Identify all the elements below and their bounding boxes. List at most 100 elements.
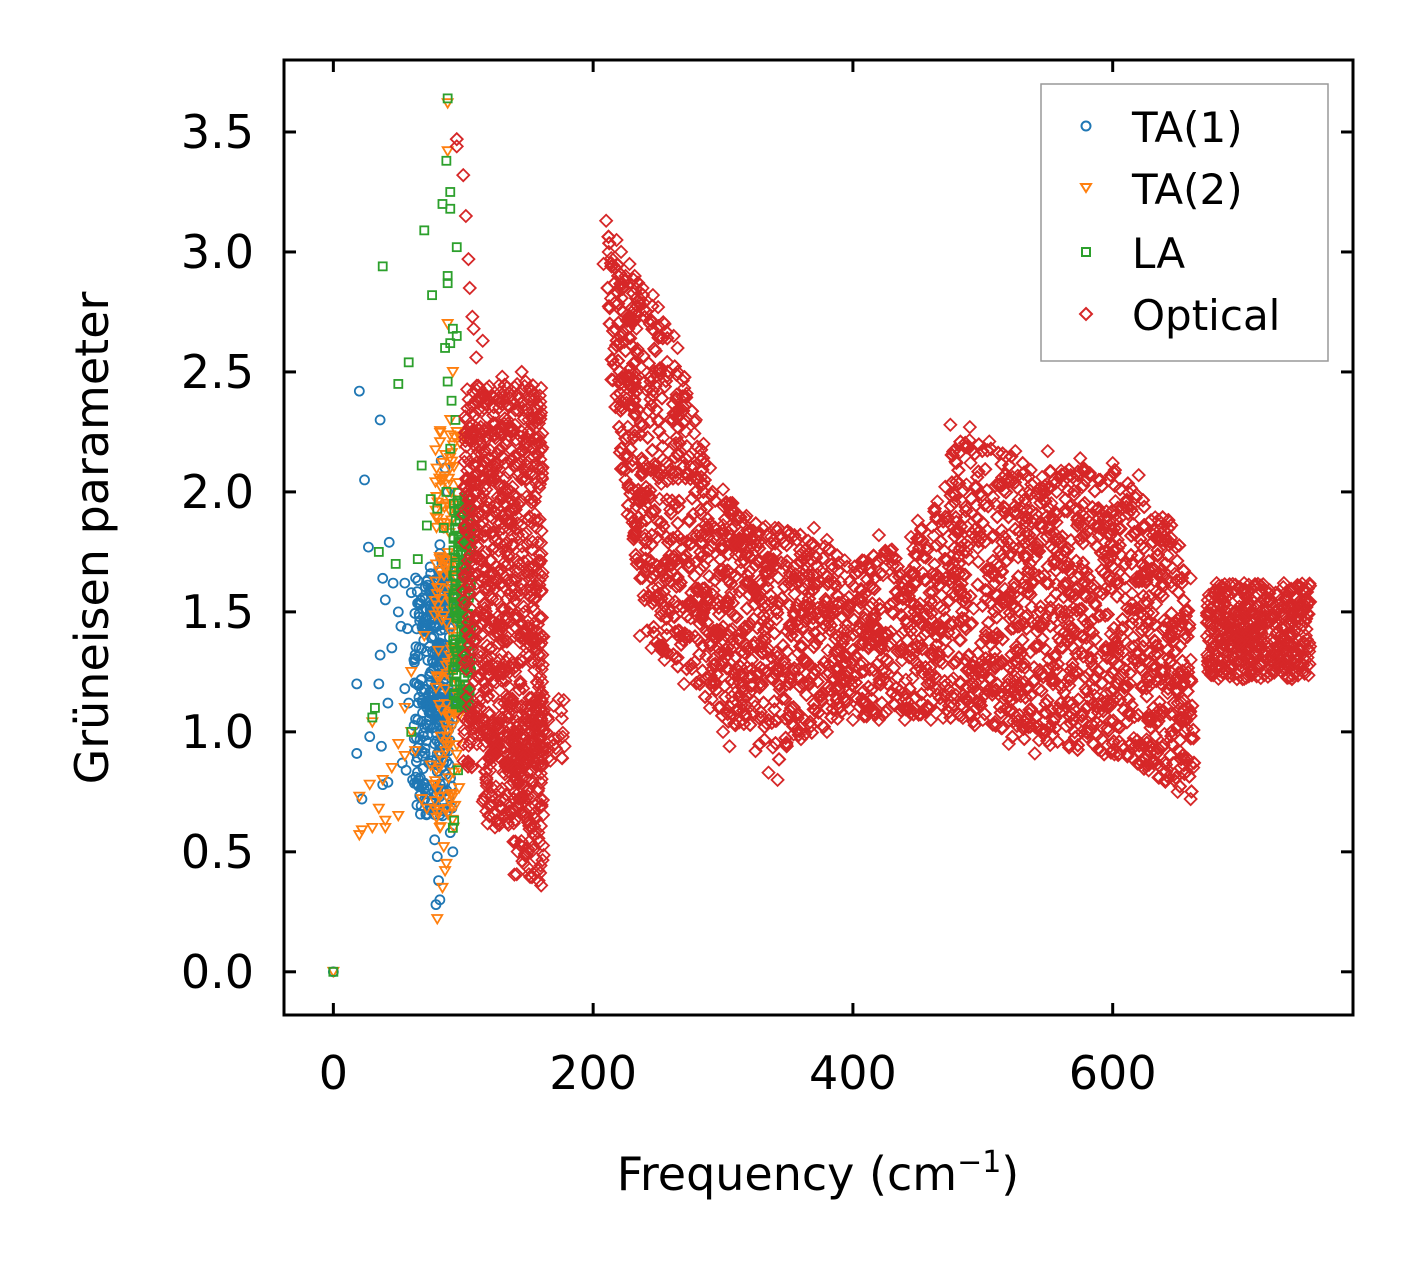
point-ta2: [438, 471, 452, 483]
point-ta1: [374, 414, 386, 426]
point-optical: [513, 676, 528, 692]
point-la: [419, 225, 430, 236]
point-optical: [462, 637, 478, 653]
point-optical: [514, 493, 529, 508]
point-ta1: [421, 702, 433, 714]
point-ta1: [414, 615, 426, 627]
point-ta1: [428, 721, 440, 733]
point-ta2: [433, 437, 447, 449]
point-ta1: [422, 729, 434, 741]
point-ta2: [363, 779, 377, 791]
point-ta1: [351, 678, 363, 690]
point-la: [445, 443, 456, 454]
point-ta1: [386, 642, 398, 654]
point-ta1: [351, 748, 363, 759]
point-ta2: [429, 559, 443, 571]
point-la: [440, 343, 450, 353]
point-ta1: [417, 750, 429, 762]
point-ta2: [430, 463, 444, 475]
point-ta2: [430, 671, 444, 683]
point-la: [432, 503, 443, 514]
point-ta2: [420, 803, 434, 815]
point-la: [453, 765, 463, 776]
point-ta1: [410, 732, 422, 744]
point-ta2: [443, 415, 457, 427]
point-ta2: [433, 762, 447, 774]
point-ta1: [383, 536, 395, 548]
point-ta2: [428, 477, 443, 489]
point-la: [441, 487, 452, 497]
point-ta1: [425, 676, 437, 688]
point-ta2: [445, 722, 459, 734]
point-optical: [771, 752, 787, 767]
point-ta2: [385, 762, 399, 775]
point-ta2: [441, 98, 455, 110]
point-optical: [467, 673, 483, 689]
point-la: [328, 966, 339, 977]
point-ta2: [442, 740, 457, 752]
point-la: [445, 203, 456, 214]
point-ta1: [387, 577, 399, 589]
point-ta2: [429, 765, 444, 777]
point-la: [447, 822, 458, 833]
point-ta1: [400, 764, 412, 776]
point-ta2: [441, 146, 455, 158]
point-la: [377, 261, 388, 272]
point-optical: [837, 553, 852, 568]
point-ta2: [391, 738, 405, 751]
point-ta1: [418, 784, 430, 795]
point-ta1: [429, 834, 441, 846]
point-ta2: [430, 582, 444, 595]
point-optical: [1172, 779, 1188, 794]
data-marks: [326, 93, 1318, 979]
point-la: [393, 379, 404, 389]
point-ta1: [425, 702, 437, 713]
point-ta2: [442, 473, 456, 485]
point-ta1: [377, 779, 389, 791]
point-ta2: [391, 810, 405, 823]
point-ta2: [432, 750, 446, 762]
point-ta1: [415, 808, 426, 820]
point-ta1: [353, 385, 365, 397]
point-la: [442, 93, 453, 104]
point-optical: [697, 689, 713, 705]
point-la: [441, 155, 452, 166]
point-ta2: [443, 430, 457, 442]
point-la: [442, 278, 453, 289]
point-ta1: [359, 474, 370, 486]
point-ta2: [445, 792, 459, 804]
point-la: [451, 242, 462, 253]
point-ta2: [439, 858, 453, 871]
point-optical: [464, 759, 480, 775]
point-optical: [523, 589, 539, 605]
point-ta1: [395, 620, 407, 632]
point-ta1: [430, 899, 442, 911]
point-ta2: [417, 630, 431, 643]
point-ta1: [401, 623, 413, 635]
point-optical: [497, 602, 512, 617]
point-ta1: [410, 771, 422, 783]
point-ta2: [429, 682, 443, 695]
point-ta2: [352, 791, 366, 803]
point-ta2: [438, 684, 452, 696]
point-la: [427, 290, 437, 301]
point-optical: [613, 244, 629, 260]
point-la: [442, 376, 453, 387]
point-la: [406, 726, 417, 737]
point-ta2: [432, 473, 446, 485]
point-ta1: [376, 740, 387, 752]
point-la: [450, 552, 461, 563]
point-la: [425, 494, 436, 505]
point-optical: [462, 547, 478, 563]
point-la: [421, 520, 432, 531]
point-optical: [456, 736, 471, 752]
point-optical: [520, 432, 536, 447]
point-optical: [462, 681, 477, 697]
point-ta2: [438, 450, 452, 462]
point-ta2: [376, 774, 390, 787]
point-ta2: [415, 794, 429, 806]
point-optical: [935, 521, 951, 537]
point-ta1: [399, 577, 411, 589]
point-optical: [473, 649, 488, 664]
point-la: [445, 187, 456, 197]
